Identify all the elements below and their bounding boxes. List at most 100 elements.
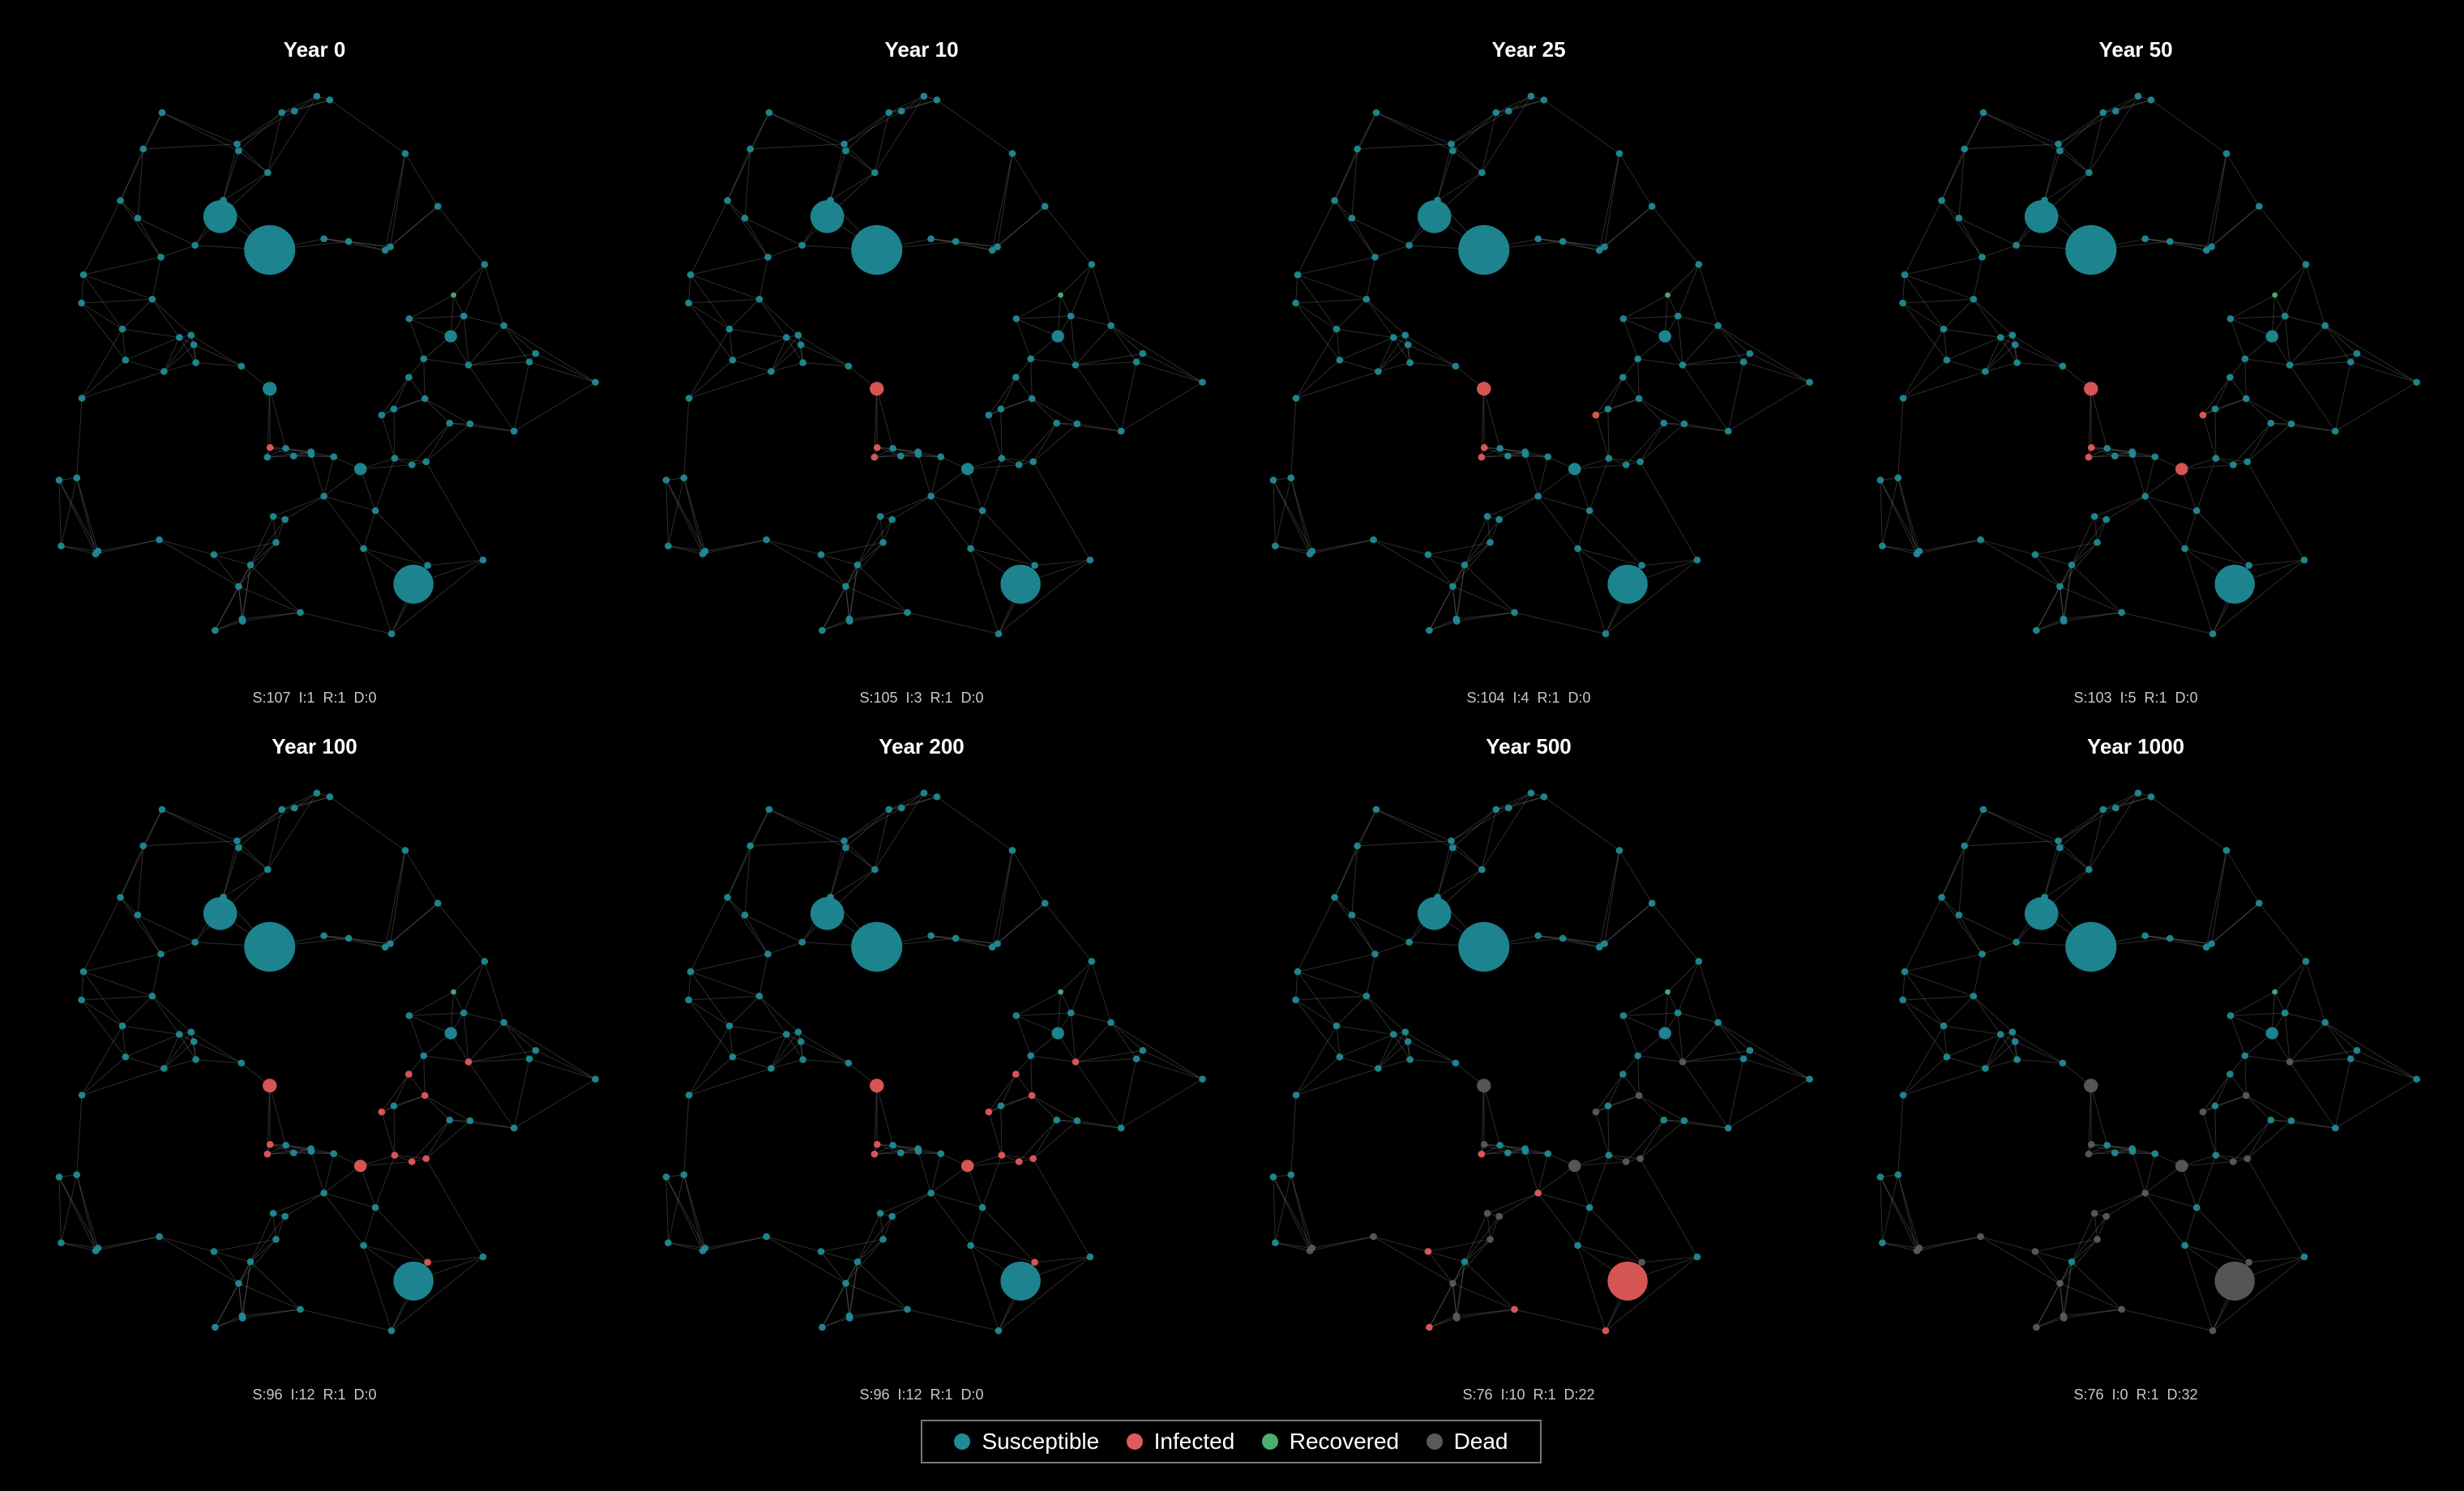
node-dead (2175, 1160, 2188, 1173)
graph-edge (323, 1193, 365, 1246)
node-susceptible (1012, 1012, 1020, 1019)
graph-edge (2071, 564, 2122, 613)
graph-edge (845, 542, 883, 587)
graph-edge (2325, 325, 2358, 354)
node-susceptible (2192, 507, 2201, 515)
graph-edge (2145, 1193, 2186, 1246)
graph-edge (1075, 1049, 1143, 1062)
graph-edge (1031, 398, 1078, 425)
node-susceptible (1955, 215, 1963, 222)
node-susceptible (1292, 395, 1300, 402)
graph-edge (1682, 365, 1729, 432)
graph-edge (390, 153, 406, 247)
graph-edge (284, 495, 324, 520)
node-infected (421, 1092, 429, 1100)
graph-edge (272, 1192, 324, 1214)
graph-edge (1640, 422, 1665, 463)
graph-edge (1136, 1058, 1203, 1080)
panel-title: Year 100 (272, 734, 357, 758)
graph-edge (768, 245, 802, 258)
node-dead (2229, 1158, 2237, 1165)
node-susceptible (1619, 374, 1627, 381)
graph-edge (426, 1158, 484, 1258)
graph-edge (1604, 206, 1653, 248)
node-susceptible (2085, 865, 2093, 874)
graph-edge (683, 1174, 704, 1251)
node-susceptible (1132, 1055, 1140, 1062)
node-susceptible (2413, 1075, 2420, 1083)
graph-edge (1623, 1015, 1666, 1034)
graph-edge (1499, 495, 1538, 520)
graph-edge (1622, 1055, 1639, 1074)
graph-edge (1589, 510, 1642, 566)
node-susceptible (1544, 1150, 1552, 1157)
graph-edge (883, 519, 893, 543)
node-susceptible (263, 169, 272, 177)
graph-edge (513, 382, 596, 432)
graph-edge (2034, 1251, 2073, 1262)
graph-edge (1495, 96, 1532, 113)
graph-edge (876, 388, 894, 449)
graph-edge (81, 298, 152, 304)
graph-edge (2284, 264, 2307, 317)
graph-edge (2044, 172, 2090, 201)
graph-edge (1607, 1105, 1610, 1156)
node-susceptible (2103, 1142, 2111, 1149)
graph-edge (702, 1236, 767, 1252)
graph-edge (1637, 358, 1683, 365)
node-susceptible (1449, 147, 1457, 155)
graph-edge (2230, 318, 2273, 337)
graph-edge (1110, 1022, 1137, 1059)
graph-edge (1490, 519, 1500, 543)
node-susceptible (290, 107, 298, 115)
node-infected (871, 453, 879, 461)
graph-edge (484, 961, 505, 1023)
graph-edge (997, 850, 1013, 944)
graph-edge (1295, 999, 1337, 1027)
node-susceptible (269, 513, 277, 520)
graph-edge (1563, 938, 1600, 948)
graph-edge (1377, 1032, 1406, 1069)
graph-edge (61, 1242, 96, 1252)
node-susceptible (326, 793, 334, 801)
node-susceptible (1012, 315, 1020, 323)
node-susceptible (434, 899, 442, 907)
graph-edge (394, 458, 426, 463)
graph-edge (1274, 477, 1292, 546)
node-susceptible (2202, 246, 2210, 254)
graph-edge (2145, 238, 2171, 242)
graph-edge (2202, 377, 2231, 416)
graph-edge (1295, 298, 1367, 304)
node-susceptible (2008, 1028, 2017, 1036)
node-susceptible (1806, 378, 1813, 386)
graph-edge (918, 454, 941, 458)
graph-edge (907, 1309, 999, 1331)
node-susceptible (1979, 109, 1987, 117)
node-susceptible (1461, 1258, 1469, 1266)
node-susceptible (1051, 330, 1064, 343)
graph-edge (2107, 1144, 2133, 1152)
node-susceptible (2214, 564, 2255, 604)
graph-edge (1983, 112, 2060, 152)
graph-edge (1016, 1015, 1059, 1034)
graph-edge (223, 869, 268, 898)
graph-edge (163, 337, 180, 372)
node-susceptible (481, 261, 489, 268)
node-susceptible (1585, 1204, 1593, 1211)
graph-edge (468, 352, 536, 365)
node-susceptible (1996, 334, 2004, 341)
graph-edge (729, 329, 734, 361)
graph-edge (2247, 422, 2272, 463)
graph-edge (857, 542, 883, 566)
node-susceptible (344, 934, 353, 942)
node-susceptible (2229, 461, 2237, 468)
graph-edge (122, 1025, 180, 1036)
graph-edge (1574, 1161, 1627, 1167)
graph-edge (360, 464, 413, 470)
graph-edge (83, 953, 161, 972)
graph-edge (956, 938, 998, 945)
node-susceptible (2111, 452, 2119, 460)
node-susceptible (988, 943, 996, 951)
graph-edge (830, 848, 846, 898)
node-susceptible (933, 96, 941, 104)
